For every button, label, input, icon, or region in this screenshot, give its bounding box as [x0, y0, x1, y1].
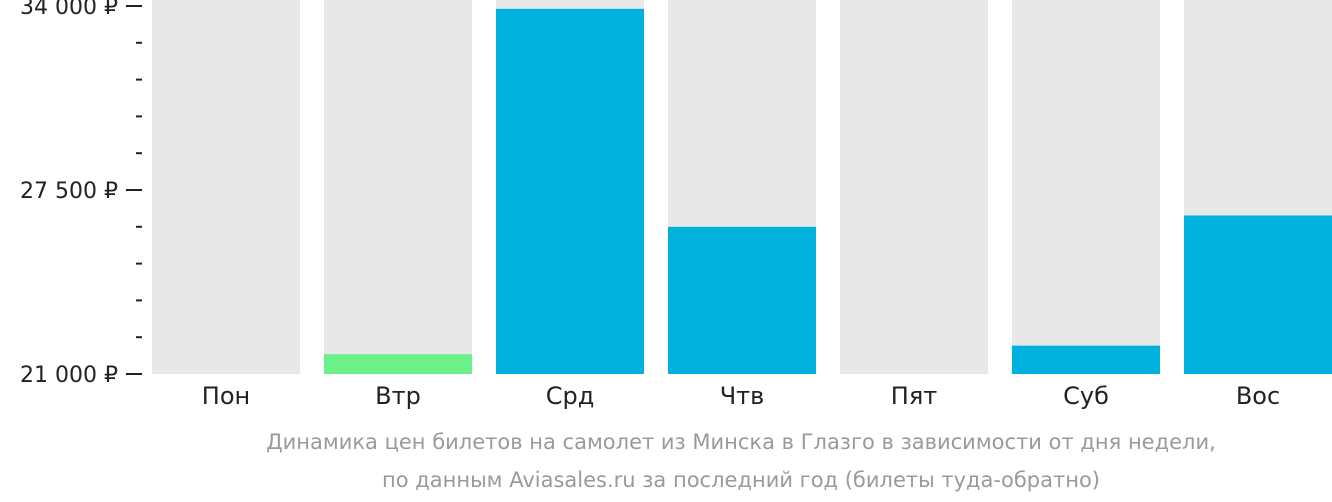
chart-caption-line-1: Динамика цен билетов на самолет из Минск…: [266, 430, 1216, 454]
background-bars: [152, 0, 1332, 374]
y-tick-label: 27 500 ₽: [20, 179, 118, 204]
x-tick-label: Втр: [375, 382, 421, 410]
y-tick-label: 34 000 ₽: [20, 0, 118, 20]
x-tick-label: Пят: [891, 382, 937, 410]
bar-3: [496, 8, 644, 374]
bar-2: [324, 354, 472, 374]
x-axis: Пон Втр Срд Чтв Пят Суб Вос: [202, 382, 1280, 410]
background-bar-2: [324, 0, 472, 374]
background-bar-5: [840, 0, 988, 374]
x-tick-label: Суб: [1063, 382, 1109, 410]
y-tick-label: 21 000 ₽: [20, 363, 118, 388]
x-tick-label: Вос: [1236, 382, 1280, 410]
x-tick-label: Чтв: [720, 382, 765, 410]
y-axis: 34 000 ₽ 27 500 ₽ 21 000 ₽: [20, 0, 142, 388]
bar-7: [1184, 215, 1332, 374]
bar-4: [668, 226, 816, 374]
background-bar-6: [1012, 0, 1160, 374]
chart-caption-line-2: по данным Aviasales.ru за последний год …: [382, 468, 1100, 492]
x-tick-label: Срд: [546, 382, 595, 410]
x-tick-label: Пон: [202, 382, 250, 410]
bar-6: [1012, 345, 1160, 374]
background-bar-1: [152, 0, 300, 374]
value-bars: [324, 8, 1332, 374]
